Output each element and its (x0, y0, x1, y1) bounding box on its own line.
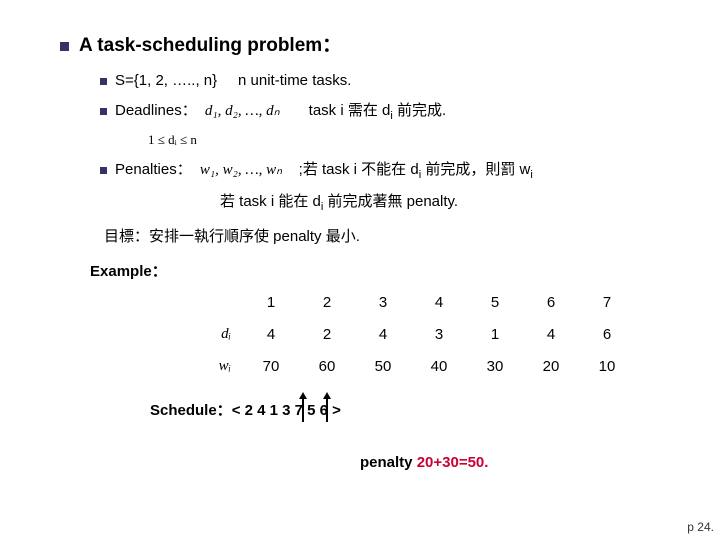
schedule-line: Schedule：< 2 4 1 3 7 5 6 > (150, 399, 680, 420)
arrow-up-icon (302, 398, 304, 422)
slide-title: A task-scheduling problem： (60, 30, 680, 57)
math-d-list: d₁, d₂, …, dₙ (201, 99, 284, 123)
bullet-penalties: Penalties： w₁, w₂, …, wₙ ;若 task i 不能在 d… (100, 158, 680, 185)
goal-line: 目標：安排一執行順序使 penalty 最小. (104, 225, 680, 246)
example-label: Example： (90, 260, 680, 281)
page-number: p 24. (687, 520, 714, 534)
arrow-up-icon (326, 398, 328, 422)
bullet-icon (100, 78, 107, 85)
bullet-s-set: S={1, 2, ….., n} n unit-time tasks. (100, 69, 680, 93)
table-row: dᵢ 4 2 4 3 1 4 6 (190, 319, 635, 351)
table-row: wᵢ 70 60 50 40 30 20 10 (190, 351, 635, 383)
penalty-line: penalty 20+30=50. (360, 454, 680, 471)
bullet-deadlines: Deadlines： d₁, d₂, …, dₙ task i 需在 di 前完… (100, 99, 680, 126)
bullet-icon (100, 167, 107, 174)
constraint-line: 1 ≤ dᵢ ≤ n (148, 132, 680, 148)
bullet-icon (60, 42, 69, 51)
table-row: 1 2 3 4 5 6 7 (190, 287, 635, 319)
bullet-icon (100, 108, 107, 115)
math-w-list: w₁, w₂, …, wₙ (196, 158, 286, 182)
example-table: 1 2 3 4 5 6 7 dᵢ 4 2 4 3 1 4 6 wᵢ 70 60 … (190, 287, 635, 383)
penalties-continue: 若 task i 能在 di 前完成著無 penalty. (220, 190, 680, 217)
